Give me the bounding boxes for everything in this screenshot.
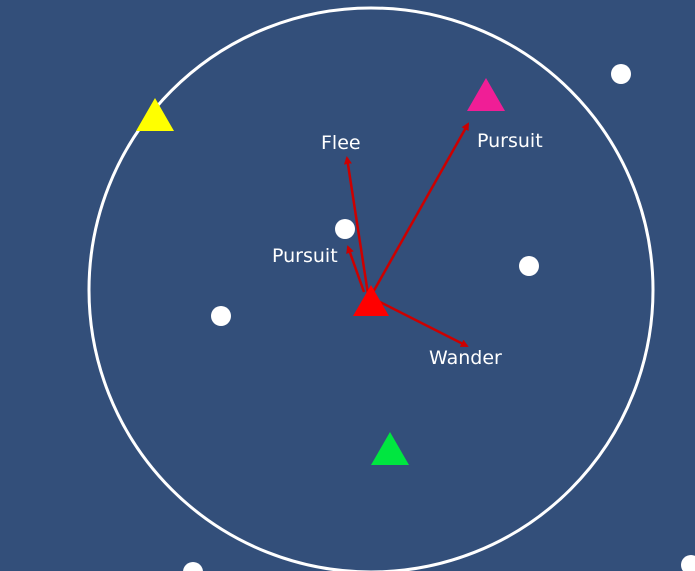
agent-yellow-triangle (136, 98, 174, 131)
flee-vector (343, 156, 370, 295)
agent-red-triangle (353, 285, 389, 316)
perception-range-circle (87, 6, 655, 571)
flee-label: Flee (321, 132, 361, 154)
target-dot (335, 219, 355, 239)
agent-magenta-triangle (467, 78, 505, 111)
target-dot (611, 64, 631, 84)
pursuit-agent-label: Pursuit (477, 130, 543, 152)
wander-vector (375, 298, 469, 348)
target-dot (519, 256, 539, 276)
target-dot (681, 555, 695, 571)
pursuit-dot-label: Pursuit (272, 245, 338, 267)
agent-green-triangle (371, 432, 409, 465)
pursuit-dot-vector (346, 245, 366, 293)
target-dot (211, 306, 231, 326)
target-dot (183, 562, 203, 571)
wander-label: Wander (429, 347, 502, 369)
pursuit-agent-vector (370, 122, 470, 295)
